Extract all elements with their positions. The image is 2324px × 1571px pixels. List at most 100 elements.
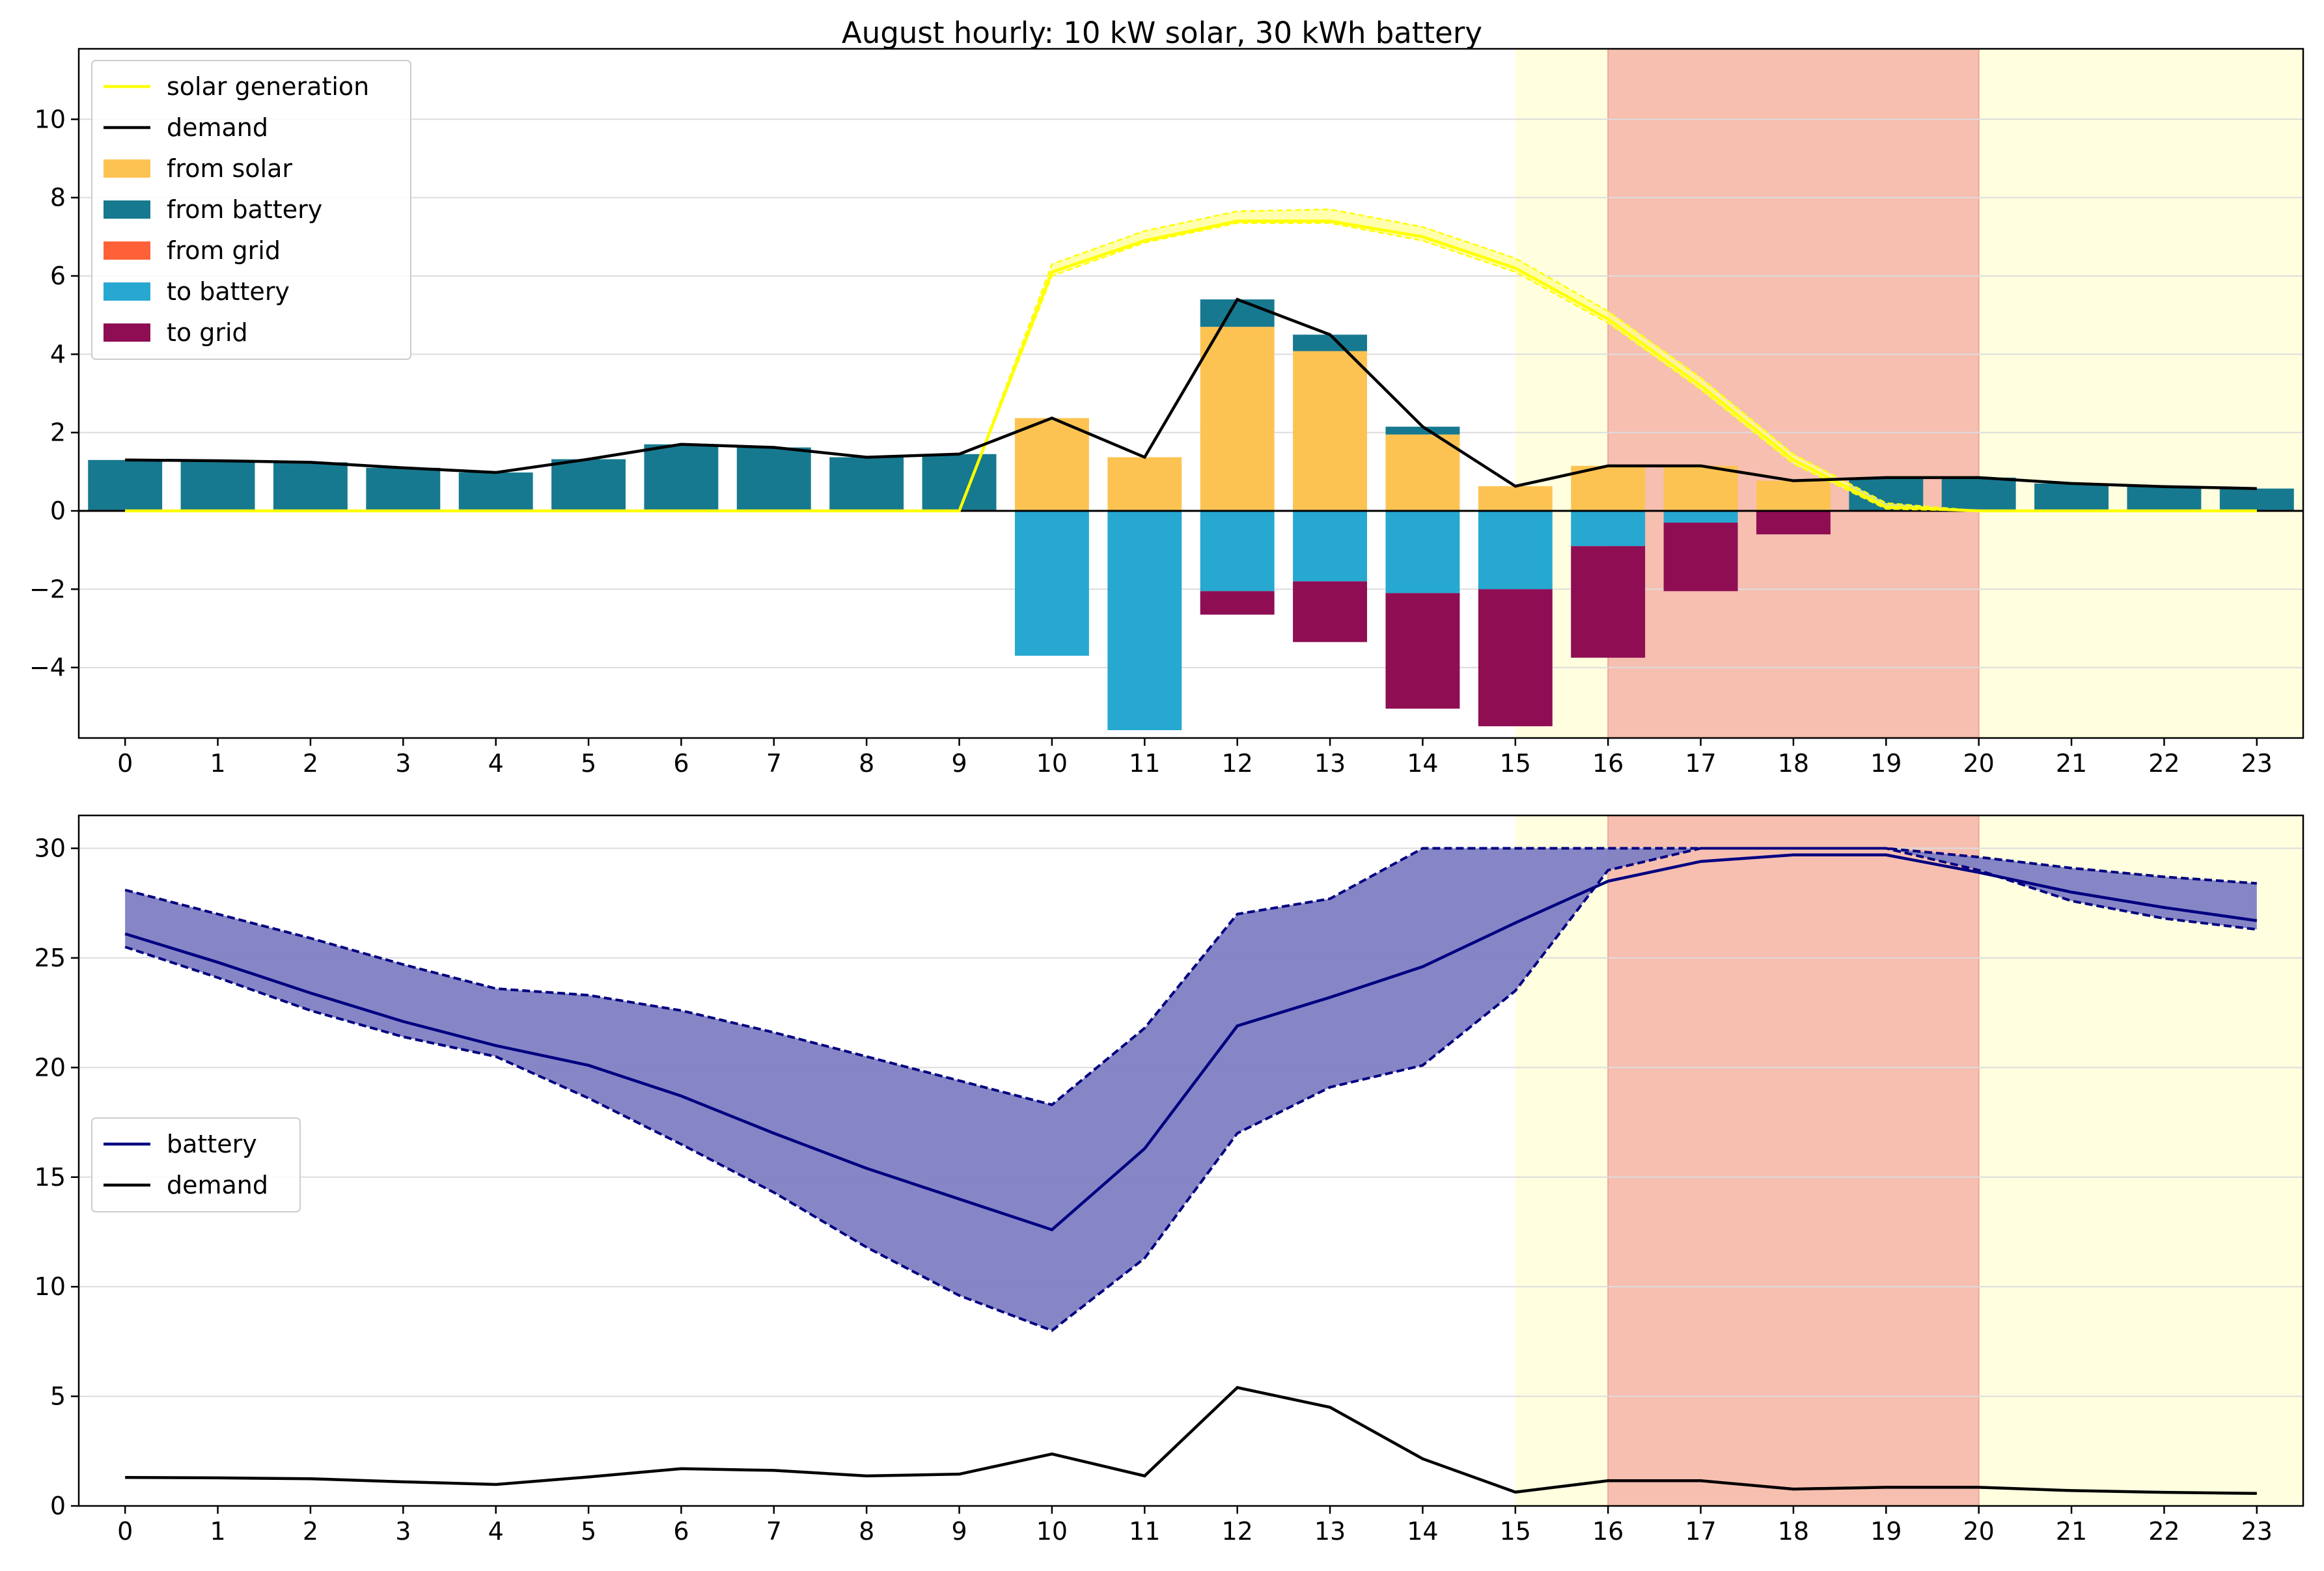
x-tick-label: 21 [2056, 1517, 2087, 1546]
bar-from-battery [458, 472, 533, 512]
legend: battery demand [91, 1117, 301, 1212]
y-tick-label: 25 [35, 944, 66, 972]
x-tick-label: 22 [2148, 749, 2179, 778]
legend-label-demand: demand [167, 1171, 268, 1199]
battery-band-edge [124, 847, 2257, 1106]
bar-to-battery [1663, 511, 1738, 523]
bar-to-battery [1200, 511, 1275, 592]
legend: solar generation demand from solar from bat… [91, 60, 411, 360]
legend-label-from-grid: from grid [167, 236, 281, 265]
bar-to-battery [1107, 511, 1182, 730]
bar-to-grid [1756, 511, 1831, 535]
y-tick-label: −4 [29, 653, 66, 682]
legend-box [91, 60, 411, 360]
y-tick-label: 5 [50, 1382, 66, 1411]
x-tick-label: 2 [303, 1517, 318, 1546]
bar-from-solar [1663, 465, 1738, 512]
y-tick-label: 30 [35, 834, 66, 863]
x-tick-label: 5 [581, 1517, 596, 1546]
y-tick-label: 0 [50, 1492, 66, 1520]
bar-from-battery [829, 457, 904, 512]
x-tick-label: 17 [1685, 1517, 1716, 1546]
bar-from-solar [1571, 465, 1646, 512]
x-tick-label: 1 [210, 749, 225, 778]
bar-from-solar [1478, 486, 1553, 512]
y-tick-label: 2 [50, 418, 66, 447]
bar-from-battery [1941, 477, 2016, 512]
bar-from-battery [551, 459, 626, 512]
x-tick-label: 9 [951, 1517, 967, 1546]
bar-from-battery [2034, 483, 2109, 512]
bar-from-solar [1293, 351, 1368, 512]
bar-from-solar [1756, 480, 1831, 512]
x-tick-label: 15 [1500, 749, 1531, 778]
legend-box [91, 1117, 301, 1212]
y-tick-label: 6 [50, 262, 66, 290]
y-tick-label: 4 [50, 340, 66, 368]
bar-from-battery [1293, 335, 1368, 351]
bar-from-battery [1385, 426, 1460, 435]
top-panel-energy-flows: 0 1 2 3 4 5 6 7 8 9 10 11 12 13 14 15 16 17 18 19 20 21 22 23−4… [29, 48, 2304, 778]
x-tick-label: 9 [951, 749, 967, 778]
y-tick-label: −2 [29, 575, 66, 603]
legend-label-to-grid: to grid [167, 318, 248, 347]
x-tick-label: 3 [395, 1517, 411, 1546]
x-tick-label: 7 [766, 1517, 782, 1546]
bar-from-battery [273, 462, 348, 512]
bar-from-battery [644, 444, 719, 512]
chart-title: August hourly: 10 kW solar, 30 kWh batte… [842, 16, 1482, 50]
bar-to-grid [1293, 581, 1368, 642]
bar-to-battery [1293, 511, 1368, 582]
bar-from-solar [1385, 434, 1460, 512]
y-tick-label: 20 [35, 1053, 66, 1082]
x-tick-label: 22 [2148, 1517, 2179, 1546]
x-tick-label: 18 [1778, 1517, 1809, 1546]
x-tick-label: 4 [488, 749, 504, 778]
bar-to-battery [1478, 511, 1553, 590]
y-tick-label: 15 [35, 1163, 66, 1192]
x-tick-label: 7 [766, 749, 782, 778]
x-tick-label: 14 [1407, 749, 1438, 778]
bar-to-grid [1200, 591, 1275, 615]
x-tick-label: 0 [117, 1517, 133, 1546]
x-tick-label: 12 [1222, 749, 1253, 778]
bar-to-grid [1571, 546, 1646, 658]
plot-area [79, 49, 2303, 738]
bar-from-battery [2219, 488, 2294, 512]
x-tick-label: 10 [1036, 1517, 1068, 1546]
demand-line [125, 297, 2257, 490]
battery-line [124, 853, 2258, 1232]
legend-swatch-from-solar [104, 159, 150, 178]
y-tick-label: 0 [50, 497, 66, 525]
bottom-panel-battery-state: 0 1 2 3 4 5 6 7 8 9 10 11 12 13 14 15 16 17 18 19 20 21 22 2305… [35, 814, 2304, 1546]
solar-generation-band-edge [125, 208, 2257, 512]
x-tick-label: 6 [673, 1517, 689, 1546]
bar-from-solar [1014, 418, 1089, 512]
bar-to-grid [1385, 593, 1460, 709]
x-tick-label: 8 [859, 749, 874, 778]
axes-frame [77, 814, 2304, 1507]
x-tick-label: 16 [1592, 749, 1624, 778]
bar-to-battery [1571, 511, 1646, 547]
x-tick-label: 6 [673, 749, 689, 778]
x-tick-label: 23 [2241, 749, 2273, 778]
bar-from-solar [1107, 457, 1182, 512]
axes-frame [77, 48, 2304, 739]
x-tick-label: 17 [1685, 749, 1716, 778]
x-tick-label: 16 [1592, 1517, 1624, 1546]
x-tick-label: 5 [581, 749, 596, 778]
x-tick-label: 15 [1500, 1517, 1531, 1546]
demand-line [125, 1386, 2257, 1496]
legend-label-solar-generation: solar generation [167, 72, 369, 101]
legend-swatch-to-grid [104, 323, 150, 342]
legend-label-demand: demand [167, 113, 268, 142]
x-tick-label: 11 [1129, 749, 1160, 778]
plot-area [79, 815, 2303, 1506]
solar-generation-line [125, 219, 2257, 513]
x-tick-label: 4 [488, 1517, 504, 1546]
legend-label-to-battery: to battery [167, 277, 290, 306]
x-tick-label: 21 [2056, 749, 2087, 778]
x-tick-label: 3 [395, 749, 411, 778]
x-tick-label: 12 [1222, 1517, 1253, 1546]
